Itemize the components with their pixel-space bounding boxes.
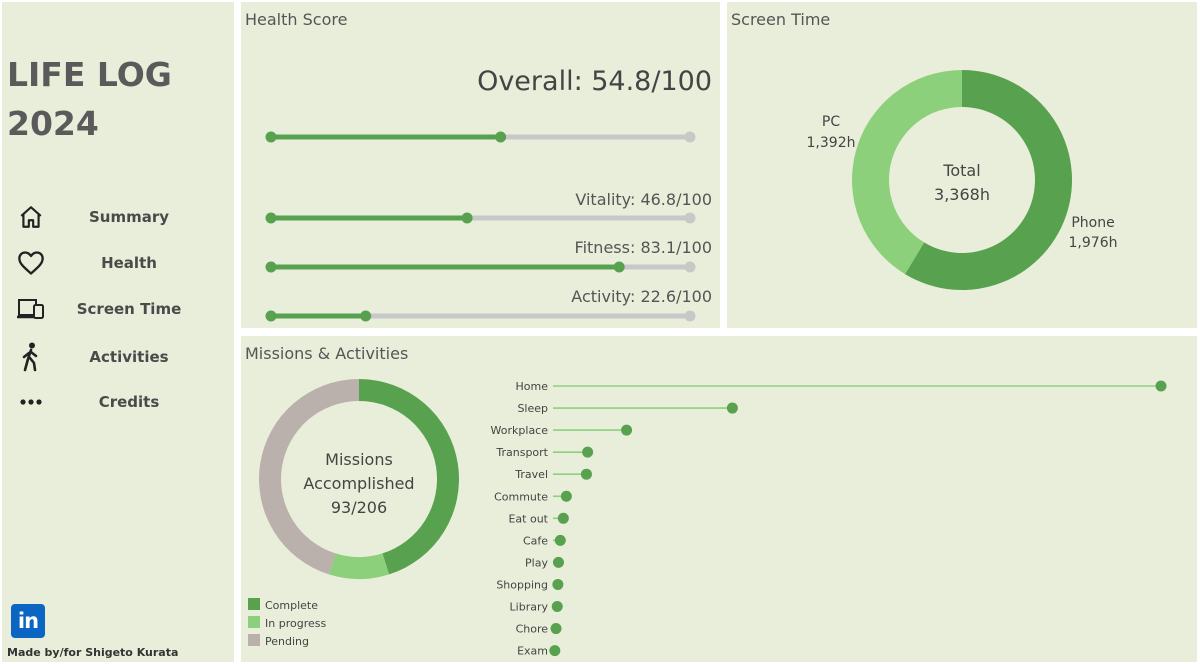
- legend-label-complete: Complete: [265, 599, 318, 612]
- linkedin-icon[interactable]: in: [11, 604, 45, 638]
- legend-label-in-progress: In progress: [265, 617, 326, 630]
- nav-item-activities[interactable]: Activities: [2, 337, 234, 377]
- missions-slice-in-progress[interactable]: [328, 553, 390, 579]
- screen-slice-phone[interactable]: [904, 70, 1072, 290]
- activity-label-sleep: Sleep: [517, 402, 548, 415]
- activity-label-home: Home: [516, 380, 549, 393]
- overall-score: Overall: 54.8/100: [477, 66, 712, 97]
- missions-center-line2: Accomplished: [303, 474, 414, 493]
- activity-label-library: Library: [510, 601, 549, 614]
- vitality-bar-end: [684, 212, 696, 224]
- devices-icon: [16, 294, 46, 324]
- screen-center-line2: 3,368h: [934, 185, 990, 204]
- walking-icon: [16, 342, 46, 372]
- nav-item-screen-time[interactable]: Screen Time: [2, 289, 234, 329]
- more-icon: [16, 387, 46, 417]
- overall-bar-end: [684, 131, 696, 143]
- missions-slice-pending[interactable]: [259, 379, 359, 575]
- activity-dot-chore[interactable]: [550, 623, 562, 635]
- nav-label-credits: Credits: [98, 393, 160, 411]
- sidebar: LIFE LOG 2024 Summary Health Screen Time…: [2, 2, 234, 662]
- activity-bar-knob[interactable]: [360, 310, 372, 322]
- activity-dot-exam[interactable]: [549, 645, 561, 657]
- nav-item-summary[interactable]: Summary: [2, 197, 234, 237]
- pc-slice-name: PC: [822, 114, 840, 130]
- activity-dot-home[interactable]: [1155, 380, 1167, 392]
- activity-label: Activity: 22.6/100: [571, 287, 712, 306]
- health-score-panel: Health Score Overall: 54.8/100 Vitality:…: [241, 2, 720, 328]
- missions-center-line1: Missions: [325, 450, 393, 469]
- nav-label-screen-time: Screen Time: [76, 300, 182, 318]
- activity-label-play: Play: [525, 556, 548, 569]
- nav-item-health[interactable]: Health: [2, 243, 234, 283]
- missions-panel-title: Missions & Activities: [245, 344, 409, 363]
- screen-time-panel: Screen Time Total 3,368h PC 1,392h Phone…: [727, 2, 1197, 328]
- fitness-label: Fitness: 83.1/100: [574, 238, 712, 257]
- phone-slice-name: Phone: [1071, 215, 1114, 231]
- app-title: LIFE LOG 2024: [7, 50, 172, 148]
- screen-time-donut: Total 3,368h PC 1,392h Phone 1,976h: [807, 70, 1118, 290]
- fitness-bar-start: [265, 261, 277, 273]
- nav-item-credits[interactable]: Credits: [2, 382, 234, 422]
- fitness-bar-end: [684, 261, 696, 273]
- vitality-bar-start: [265, 212, 277, 224]
- linkedin-text: in: [17, 609, 39, 633]
- activity-label-chore: Chore: [516, 623, 549, 636]
- fitness-bar-knob[interactable]: [613, 261, 625, 273]
- activity-dot-shopping[interactable]: [552, 578, 564, 590]
- missions-panel: Missions & Activities Missions Accomplis…: [241, 336, 1197, 662]
- activity-bar-end: [684, 310, 696, 322]
- health-bars-chart: [265, 131, 696, 322]
- nav-label-health: Health: [101, 254, 157, 272]
- legend-label-pending: Pending: [265, 635, 309, 648]
- activity-dot-cafe[interactable]: [554, 534, 566, 546]
- vitality-bar-knob[interactable]: [461, 212, 473, 224]
- credit-text: Made by/for Shigeto Kurata: [7, 646, 179, 659]
- health-panel-title: Health Score: [245, 10, 348, 29]
- activity-dot-sleep[interactable]: [726, 402, 738, 414]
- activity-dot-transport[interactable]: [582, 446, 594, 458]
- overall-bar-start: [265, 131, 277, 143]
- activity-dot-eat-out[interactable]: [557, 512, 569, 524]
- activity-dot-travel[interactable]: [580, 468, 592, 480]
- missions-chart: Missions Accomplished 93/206 Complete In …: [248, 379, 1167, 658]
- missions-slice-complete[interactable]: [359, 379, 459, 575]
- activity-label-exam: Exam: [517, 645, 548, 658]
- activity-dot-play[interactable]: [552, 556, 564, 568]
- activity-label-cafe: Cafe: [523, 534, 548, 547]
- activity-label-shopping: Shopping: [496, 578, 548, 591]
- activity-dot-workplace[interactable]: [621, 424, 633, 436]
- activity-dot-commute[interactable]: [560, 490, 572, 502]
- nav-label-activities: Activities: [89, 348, 169, 366]
- app-title-line2: 2024: [7, 104, 99, 143]
- activity-label-workplace: Workplace: [491, 424, 549, 437]
- missions-center-line3: 93/206: [331, 498, 387, 517]
- overall-bar-knob[interactable]: [495, 131, 507, 143]
- activity-label-travel: Travel: [514, 468, 548, 481]
- legend-swatch-complete: [248, 598, 260, 610]
- activity-label-commute: Commute: [494, 490, 548, 503]
- screen-panel-title: Screen Time: [731, 10, 831, 29]
- screen-center-line1: Total: [942, 161, 980, 180]
- activity-label-eat-out: Eat out: [508, 512, 548, 525]
- screen-slice-pc[interactable]: [852, 70, 962, 275]
- nav-label-summary: Summary: [88, 208, 170, 226]
- phone-slice-value: 1,976h: [1069, 235, 1118, 251]
- home-icon: [16, 202, 46, 232]
- vitality-label: Vitality: 46.8/100: [575, 190, 712, 209]
- heart-icon: [16, 248, 46, 278]
- legend-swatch-pending: [248, 634, 260, 646]
- activity-label-transport: Transport: [495, 446, 548, 459]
- activity-dot-library[interactable]: [551, 601, 563, 612]
- legend-swatch-in-progress: [248, 616, 260, 628]
- activity-bar-start: [265, 310, 277, 322]
- app-title-line1: LIFE LOG: [7, 55, 172, 94]
- pc-slice-value: 1,392h: [807, 135, 856, 151]
